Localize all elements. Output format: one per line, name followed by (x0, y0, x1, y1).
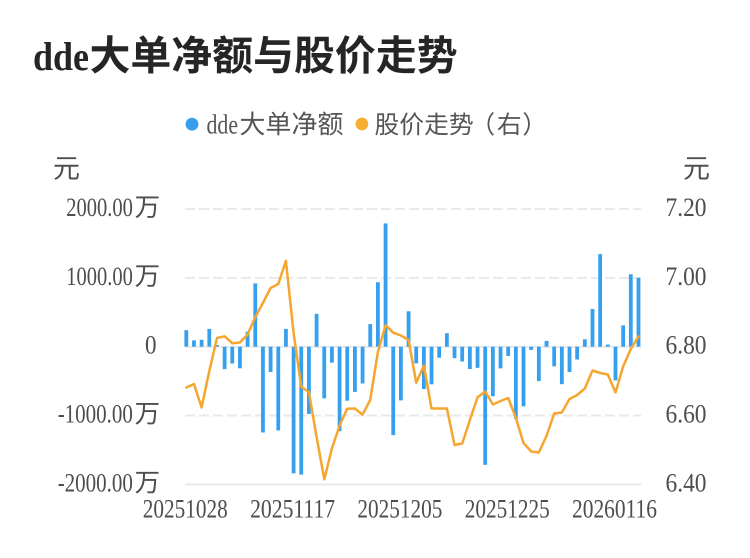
svg-text:7.20: 7.20 (666, 193, 707, 222)
svg-text:6.80: 6.80 (666, 331, 707, 360)
svg-text:20251225: 20251225 (465, 495, 550, 524)
svg-text:20251028: 20251028 (143, 495, 228, 524)
svg-text:dde: dde (207, 109, 239, 139)
svg-text:6.60: 6.60 (666, 400, 707, 429)
svg-text:1000.00: 1000.00 (66, 262, 133, 291)
svg-text:20260116: 20260116 (572, 495, 657, 524)
svg-text:2000.00: 2000.00 (66, 193, 133, 222)
svg-text:20251117: 20251117 (250, 495, 335, 524)
svg-text:-2000.00: -2000.00 (58, 468, 133, 497)
svg-text:20251205: 20251205 (357, 495, 442, 524)
svg-text:6.40: 6.40 (666, 468, 707, 497)
svg-text:dde: dde (33, 34, 89, 79)
svg-text:7.00: 7.00 (666, 262, 707, 291)
svg-text:0: 0 (145, 331, 157, 360)
svg-text:-1000.00: -1000.00 (58, 400, 133, 429)
